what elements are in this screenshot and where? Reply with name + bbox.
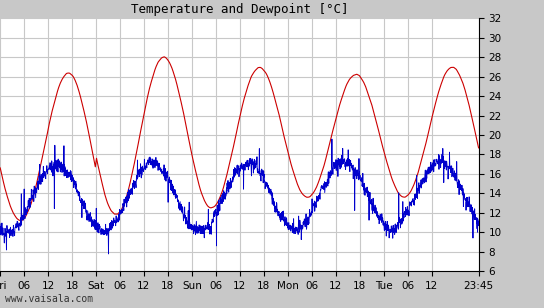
Title: Temperature and Dewpoint [°C]: Temperature and Dewpoint [°C] [131, 3, 348, 16]
Text: www.vaisala.com: www.vaisala.com [5, 294, 94, 304]
